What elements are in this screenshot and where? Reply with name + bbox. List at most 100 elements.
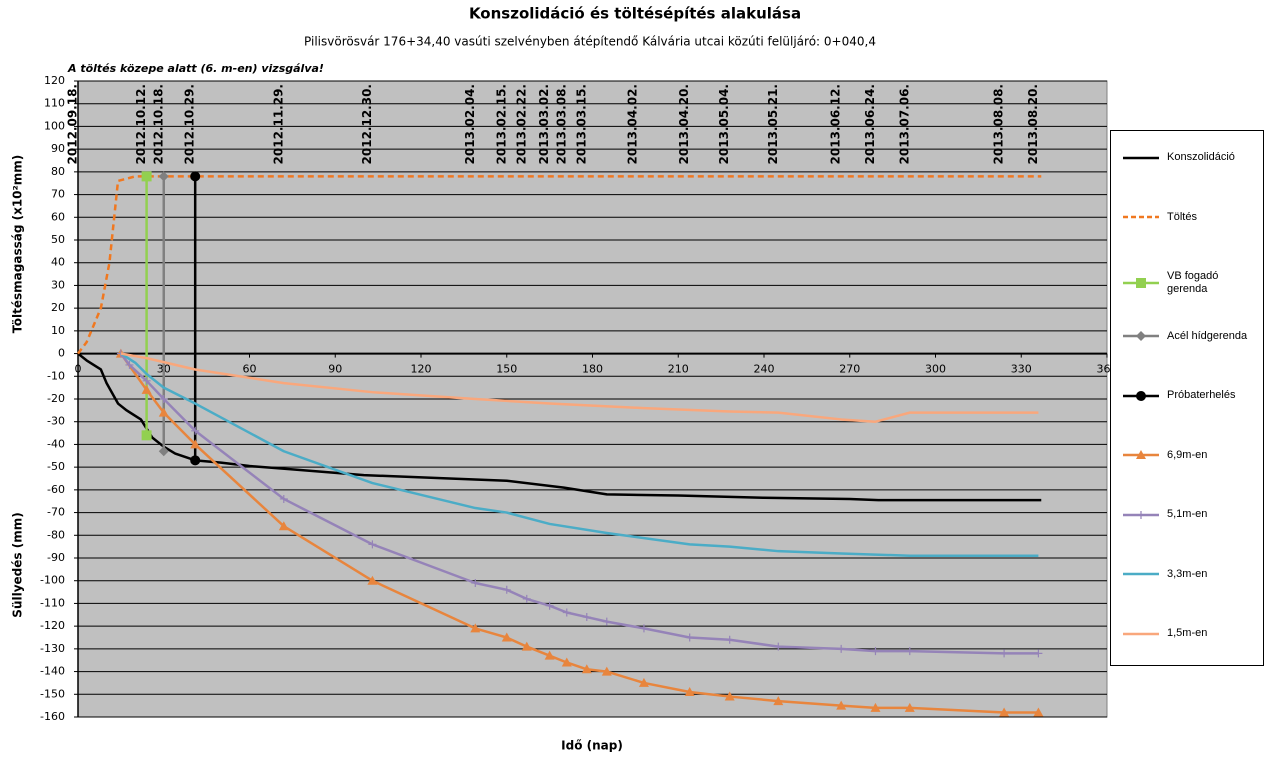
marker bbox=[836, 700, 847, 710]
legend-swatch bbox=[1123, 572, 1159, 576]
marker bbox=[190, 439, 201, 449]
legend-label: Próbaterhelés bbox=[1167, 389, 1236, 401]
legend-label: 1,5m-en bbox=[1167, 627, 1208, 639]
marker bbox=[773, 696, 784, 706]
marker bbox=[1034, 649, 1043, 658]
date-annotation: 2013.03.02. bbox=[537, 84, 551, 164]
legend-item: Próbaterhelés bbox=[1121, 389, 1255, 402]
series-line bbox=[77, 175, 1042, 355]
y-tick-label: -60 bbox=[47, 483, 65, 496]
legend-swatch bbox=[1123, 156, 1159, 159]
date-annotation: 2013.02.04. bbox=[463, 84, 477, 164]
y-tick-label: -10 bbox=[47, 369, 65, 382]
marker bbox=[1136, 390, 1146, 401]
y-tick-label: -110 bbox=[40, 596, 65, 609]
y-tick-label: -130 bbox=[40, 642, 65, 655]
marker bbox=[725, 635, 734, 644]
series-line bbox=[77, 352, 1042, 502]
date-annotation: 2013.04.20. bbox=[677, 84, 691, 164]
marker bbox=[502, 585, 511, 594]
marker bbox=[724, 691, 735, 701]
marker bbox=[1033, 707, 1044, 717]
marker bbox=[582, 613, 591, 622]
date-annotation: 2012.10.12. bbox=[134, 84, 148, 164]
chart-subtitle: Pilisvörösvár 176+34,40 vasúti szelvényb… bbox=[304, 35, 876, 49]
legend-item: 3,3m-en bbox=[1121, 568, 1255, 581]
marker bbox=[368, 540, 377, 549]
series-line bbox=[120, 352, 1039, 557]
marker bbox=[367, 575, 378, 585]
y-tick-label: -20 bbox=[47, 392, 65, 405]
x-tick-label: 300 bbox=[925, 363, 946, 376]
y-tick-label: 40 bbox=[51, 256, 65, 269]
series-line bbox=[119, 352, 1039, 714]
marker bbox=[141, 171, 152, 182]
legend-item: 6,9m-en bbox=[1121, 449, 1255, 462]
y-tick-label: 120 bbox=[44, 74, 65, 87]
marker bbox=[905, 647, 914, 656]
marker bbox=[685, 633, 694, 642]
date-annotation: 2013.06.24. bbox=[863, 84, 877, 164]
marker bbox=[1136, 278, 1146, 288]
marker bbox=[125, 360, 134, 369]
marker bbox=[190, 171, 201, 182]
legend-swatch bbox=[1123, 510, 1159, 519]
x-tick-label: 0 bbox=[75, 363, 82, 376]
marker bbox=[1136, 331, 1146, 341]
marker bbox=[545, 601, 554, 610]
legend-label: Töltés bbox=[1167, 210, 1197, 223]
y-tick-label: -100 bbox=[40, 574, 65, 587]
marker bbox=[142, 376, 151, 385]
marker bbox=[158, 446, 169, 457]
marker bbox=[639, 624, 648, 633]
legend-swatch bbox=[1123, 390, 1159, 401]
note: A töltés közepe alatt (6. m-en) vizsgálv… bbox=[67, 62, 324, 75]
legend-item: VB fogadó gerenda bbox=[1121, 270, 1255, 296]
marker bbox=[501, 632, 512, 642]
legend-item: Acél hídgerenda bbox=[1121, 330, 1255, 343]
marker bbox=[1137, 510, 1145, 519]
date-annotation: 2013.07.06. bbox=[897, 84, 911, 164]
marker bbox=[522, 594, 531, 603]
series-line bbox=[120, 352, 1039, 423]
y-tick-label: -90 bbox=[47, 551, 65, 564]
marker bbox=[159, 395, 168, 403]
marker bbox=[684, 687, 695, 697]
date-annotation: 2013.03.08. bbox=[554, 84, 568, 164]
legend-swatch bbox=[1123, 215, 1159, 219]
x-tick-label: 150 bbox=[496, 363, 517, 376]
y-tick-label: -40 bbox=[47, 437, 65, 450]
x-tick-label: 90 bbox=[328, 363, 342, 376]
marker bbox=[544, 650, 555, 660]
y-tick-label: 80 bbox=[51, 165, 65, 178]
date-annotation: 2013.03.15. bbox=[574, 84, 588, 164]
date-annotation: 2012.11.29. bbox=[271, 84, 285, 164]
marker bbox=[278, 521, 289, 531]
marker bbox=[562, 608, 571, 617]
marker bbox=[871, 647, 880, 656]
y-tick-label: 50 bbox=[51, 233, 65, 246]
marker bbox=[904, 702, 915, 712]
marker bbox=[774, 642, 783, 651]
y-tick-label: 30 bbox=[51, 278, 65, 291]
date-annotation: 2013.08.08. bbox=[992, 84, 1006, 164]
legend-item: Töltés bbox=[1121, 211, 1255, 224]
marker bbox=[638, 677, 649, 687]
marker bbox=[870, 702, 881, 712]
marker bbox=[470, 623, 481, 633]
marker bbox=[141, 384, 152, 394]
date-annotation: 2013.04.02. bbox=[626, 84, 640, 164]
y-tick-label: 0 bbox=[58, 347, 65, 360]
marker bbox=[1136, 450, 1146, 459]
marker bbox=[1000, 649, 1009, 658]
legend-label: Acél hídgerenda bbox=[1167, 329, 1248, 342]
x-tick-label: 240 bbox=[754, 363, 775, 376]
legend-label: VB fogadó gerenda bbox=[1167, 270, 1219, 295]
x-axis-label: Idő (nap) bbox=[561, 739, 623, 753]
y-tick-label: -120 bbox=[40, 619, 65, 632]
marker bbox=[191, 426, 200, 435]
legend-swatch bbox=[1123, 450, 1159, 459]
legend-swatch bbox=[1123, 278, 1159, 288]
date-annotation: 2013.05.04. bbox=[717, 84, 731, 164]
